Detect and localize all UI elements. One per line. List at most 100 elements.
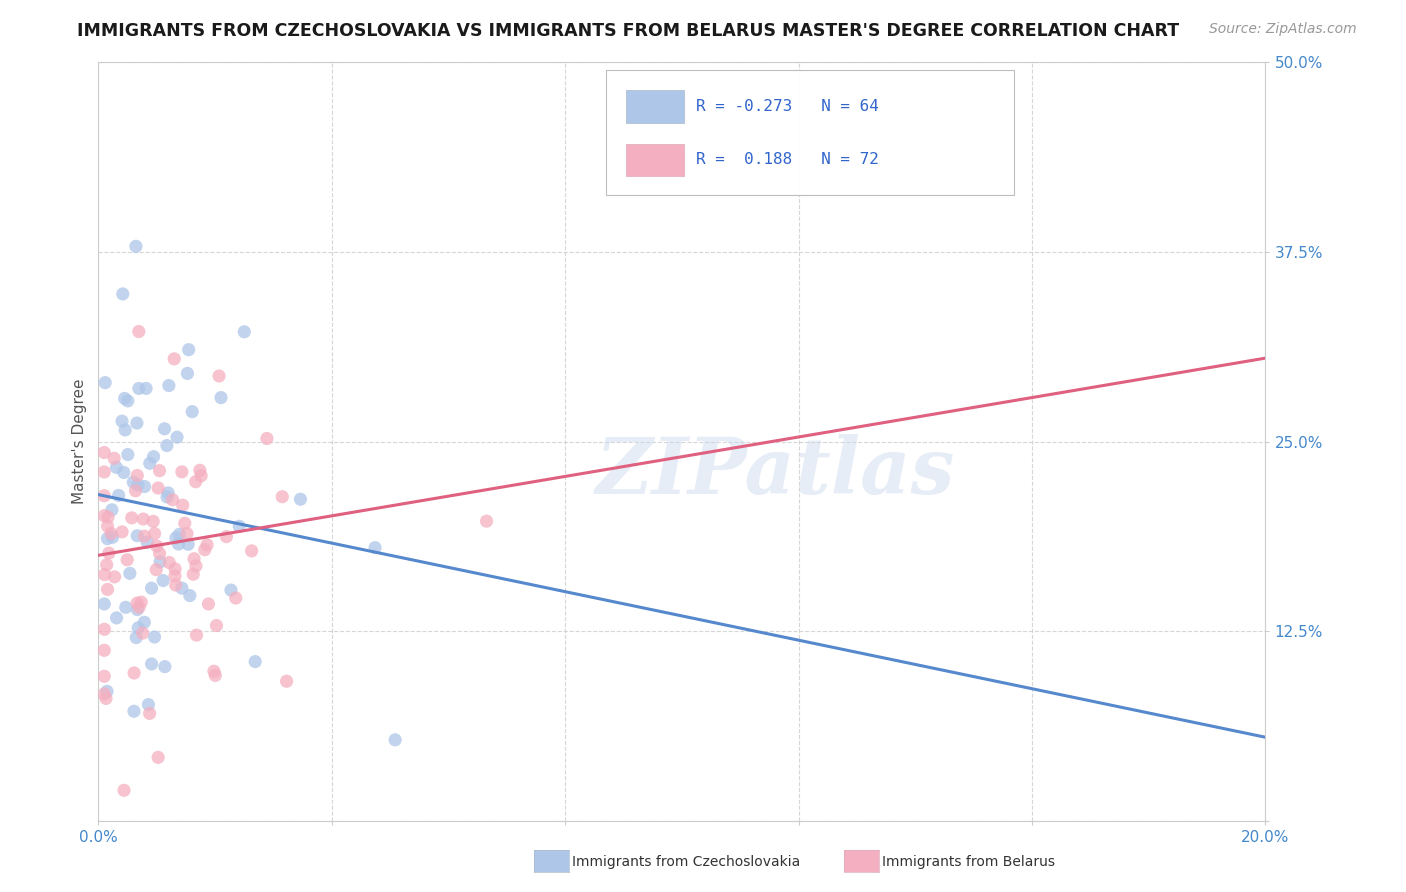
Point	[125, 631, 148, 645]
Text: Source: ZipAtlas.com: Source: ZipAtlas.com	[1209, 22, 1357, 37]
Point	[96, 684, 118, 698]
Point	[134, 529, 156, 543]
Point	[233, 325, 256, 339]
Point	[114, 392, 136, 406]
Point	[93, 445, 115, 459]
Point	[143, 526, 166, 541]
Bar	[626, 144, 685, 177]
Point	[93, 622, 115, 636]
Point	[115, 553, 138, 567]
Text: R = -0.273   N = 64: R = -0.273 N = 64	[696, 99, 879, 114]
Point	[125, 416, 148, 430]
Point	[184, 558, 207, 573]
Point	[209, 391, 232, 405]
Text: ZIPatlas: ZIPatlas	[596, 434, 955, 510]
Point	[179, 589, 201, 603]
Point	[112, 466, 135, 480]
Point	[166, 430, 188, 444]
Point	[228, 519, 250, 533]
Point	[194, 542, 217, 557]
Point	[165, 562, 187, 576]
Point	[215, 530, 238, 544]
Point	[111, 287, 134, 301]
Point	[173, 516, 195, 531]
Point	[127, 529, 149, 543]
Point	[149, 546, 172, 560]
Text: R =  0.188   N = 72: R = 0.188 N = 72	[696, 152, 879, 167]
Point	[94, 691, 117, 706]
Point	[111, 414, 134, 428]
Point	[172, 498, 194, 512]
Point	[141, 657, 163, 671]
Point	[384, 732, 406, 747]
Point	[153, 422, 176, 436]
Point	[276, 674, 298, 689]
Point	[163, 569, 186, 583]
Point	[93, 489, 115, 503]
Point	[131, 626, 153, 640]
Point	[153, 659, 176, 673]
Point	[256, 432, 278, 446]
Point	[197, 597, 219, 611]
Point	[204, 668, 226, 682]
Point	[117, 448, 139, 462]
Point	[146, 750, 169, 764]
Point	[122, 665, 145, 680]
Point	[146, 539, 169, 553]
Point	[170, 465, 193, 479]
Point	[170, 581, 193, 595]
Point	[142, 515, 165, 529]
Point	[122, 704, 145, 718]
Point	[125, 239, 148, 253]
Point	[271, 490, 294, 504]
Point	[163, 351, 186, 366]
Point	[186, 628, 208, 642]
Point	[138, 456, 160, 470]
Point	[117, 393, 139, 408]
Point	[114, 423, 136, 437]
Text: IMMIGRANTS FROM CZECHOSLOVAKIA VS IMMIGRANTS FROM BELARUS MASTER'S DEGREE CORREL: IMMIGRANTS FROM CZECHOSLOVAKIA VS IMMIGR…	[77, 22, 1180, 40]
Point	[128, 600, 150, 615]
Point	[132, 512, 155, 526]
Point	[101, 503, 124, 517]
Point	[183, 551, 205, 566]
Point	[96, 582, 118, 597]
Point	[127, 478, 149, 492]
Point	[124, 483, 146, 498]
Point	[127, 468, 149, 483]
Point	[219, 583, 242, 598]
Point	[156, 439, 179, 453]
Point	[152, 574, 174, 588]
Point	[177, 343, 200, 357]
Point	[165, 531, 187, 545]
Point	[205, 618, 228, 632]
Point	[111, 524, 134, 539]
Point	[177, 537, 200, 551]
Point	[138, 698, 160, 712]
Bar	[626, 90, 685, 123]
Point	[148, 481, 170, 495]
Point	[93, 567, 115, 582]
Point	[202, 665, 225, 679]
Point	[112, 783, 135, 797]
Point	[165, 578, 187, 592]
Point	[128, 381, 150, 395]
Point	[240, 544, 263, 558]
Point	[148, 464, 170, 478]
Point	[145, 563, 167, 577]
Point	[96, 532, 118, 546]
Point	[93, 508, 115, 523]
Point	[103, 451, 125, 466]
Point	[181, 404, 204, 418]
Point	[143, 630, 166, 644]
Point	[134, 479, 156, 493]
Point	[475, 514, 498, 528]
Point	[141, 581, 163, 595]
Point	[135, 381, 157, 395]
Point	[364, 541, 387, 555]
Point	[208, 369, 231, 384]
Point	[190, 468, 212, 483]
Point	[93, 687, 115, 701]
Point	[127, 621, 149, 635]
Point	[101, 530, 124, 544]
